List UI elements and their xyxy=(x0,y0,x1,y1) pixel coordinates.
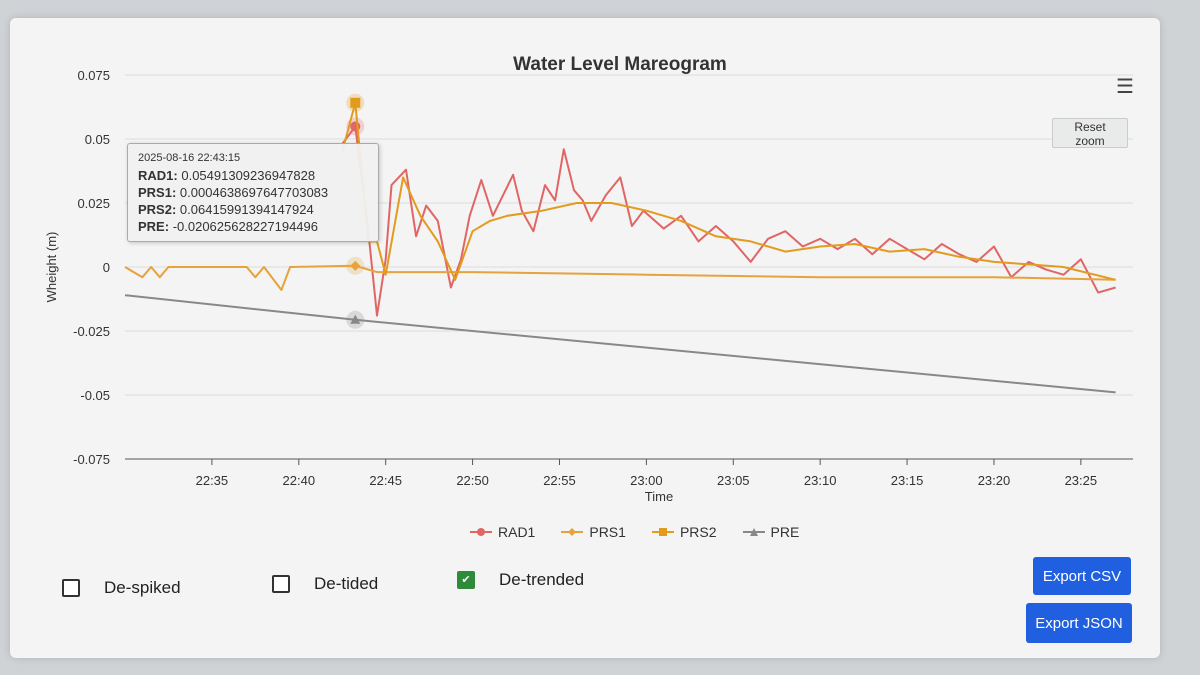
x-axis-label: Time xyxy=(645,489,673,504)
series-line-prs2 xyxy=(341,101,1116,281)
hamburger-menu-icon[interactable]: ☰ xyxy=(1116,76,1134,98)
y-tick-label: 0.075 xyxy=(77,68,110,83)
legend: RAD1 PRS1 PRS2 PRE xyxy=(470,524,799,540)
despiked-checkbox[interactable]: De-spiked xyxy=(62,578,181,598)
triangle-marker-icon xyxy=(742,528,765,536)
x-tick-label: 23:20 xyxy=(978,473,1011,488)
x-tick-label: 22:45 xyxy=(369,473,402,488)
data-point-prs2 xyxy=(350,97,361,108)
chart-card xyxy=(10,18,1160,658)
legend-item-rad1[interactable]: RAD1 xyxy=(470,524,535,540)
y-tick-label: 0 xyxy=(103,260,110,275)
x-tick-label: 23:10 xyxy=(804,473,837,488)
data-point-pre xyxy=(350,314,361,324)
y-tick-label: -0.05 xyxy=(80,388,110,403)
y-tick-label: -0.025 xyxy=(73,324,110,339)
series-line-pre xyxy=(124,294,1116,394)
x-tick-label: 22:55 xyxy=(543,473,576,488)
detided-checkbox[interactable]: De-tided xyxy=(272,574,378,594)
tooltip-row: PRE: -0.020625628227194496 xyxy=(138,219,318,234)
y-tick-label: 0.05 xyxy=(85,132,110,147)
circle-marker-icon xyxy=(470,528,492,536)
tooltip-row: PRS1: 0.0004638697647703083 xyxy=(138,185,329,200)
x-tick-label: 23:00 xyxy=(630,473,663,488)
square-marker-icon xyxy=(651,528,674,536)
checkbox-box[interactable] xyxy=(62,579,80,597)
x-tick-label: 23:15 xyxy=(891,473,924,488)
legend-item-prs2[interactable]: PRS2 xyxy=(651,524,717,540)
reset-zoom-button[interactable]: Reset zoom xyxy=(1052,118,1128,148)
export-json-button[interactable]: Export JSON xyxy=(1026,603,1132,643)
tooltip: 2025-08-16 22:43:15 RAD1: 0.054913092369… xyxy=(127,143,379,242)
y-tick-label: -0.075 xyxy=(73,452,110,467)
tooltip-time: 2025-08-16 22:43:15 xyxy=(138,152,241,164)
checkbox-box[interactable] xyxy=(272,575,290,593)
data-point-prs1 xyxy=(350,260,361,271)
checkmark-icon[interactable]: ✔ xyxy=(457,571,475,589)
x-tick-label: 23:05 xyxy=(717,473,750,488)
x-tick-label: 23:25 xyxy=(1065,473,1098,488)
tooltip-row: PRS2: 0.06415991394147924 xyxy=(138,202,314,217)
y-axis-label: Wheight (m) xyxy=(44,232,59,303)
detrended-checkbox[interactable]: ✔ De-trended xyxy=(457,570,584,590)
x-tick-label: 22:40 xyxy=(283,473,316,488)
diamond-marker-icon xyxy=(561,528,584,536)
export-csv-button[interactable]: Export CSV xyxy=(1033,557,1131,595)
series-line-rad1 xyxy=(341,125,1116,317)
chart-title: Water Level Mareogram xyxy=(513,54,727,75)
x-tick-label: 22:35 xyxy=(196,473,229,488)
series-line-prs1 xyxy=(124,264,1116,291)
legend-item-prs1[interactable]: PRS1 xyxy=(561,524,626,540)
y-tick-label: 0.025 xyxy=(77,196,110,211)
tooltip-row: RAD1: 0.05491309236947828 xyxy=(138,168,316,183)
legend-item-pre[interactable]: PRE xyxy=(742,524,799,540)
x-tick-label: 22:50 xyxy=(456,473,489,488)
